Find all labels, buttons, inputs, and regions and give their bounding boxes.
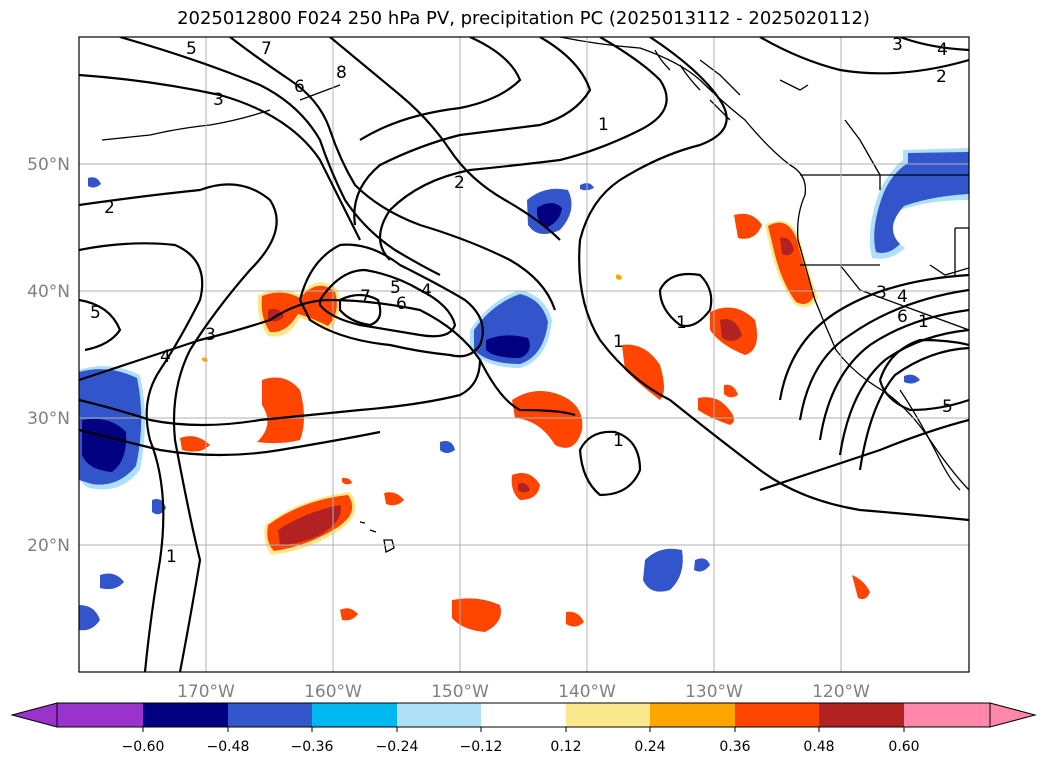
colorbar-tick-label: −0.60 bbox=[122, 739, 165, 755]
contour-label: 7 bbox=[360, 287, 371, 307]
contour-label: 1 bbox=[613, 332, 624, 352]
contour-label: 4 bbox=[937, 40, 948, 60]
contour-label: 1 bbox=[918, 312, 929, 332]
colorbar-tick-label: 0.36 bbox=[719, 739, 750, 755]
contour-label: 3 bbox=[876, 283, 887, 303]
longitude-labels: 170°W 160°W 150°W 140°W 130°W 120°W bbox=[177, 682, 870, 702]
lon-tick-label: 170°W bbox=[177, 682, 235, 702]
colorbar-tick-label: 0.48 bbox=[803, 739, 834, 755]
contour-label: 8 bbox=[336, 63, 347, 83]
lon-tick-label: 120°W bbox=[812, 682, 870, 702]
contour-label: 5 bbox=[186, 39, 197, 59]
lat-tick-label: 20°N bbox=[27, 536, 70, 556]
contour-label: 6 bbox=[294, 77, 305, 97]
colorbar-bin bbox=[57, 703, 143, 727]
contour-label: 6 bbox=[396, 294, 407, 314]
contour-label: 4 bbox=[897, 287, 908, 307]
contour-label: 7 bbox=[261, 39, 272, 59]
colorbar-bin bbox=[397, 703, 481, 727]
contour-label: 5 bbox=[90, 303, 101, 323]
contour-label: 1 bbox=[166, 547, 177, 567]
lon-tick-label: 160°W bbox=[304, 682, 362, 702]
colorbar-tick-label: 0.60 bbox=[888, 739, 919, 755]
contour-label: 4 bbox=[421, 281, 432, 301]
lat-tick-label: 40°N bbox=[27, 282, 70, 302]
colorbar-bin bbox=[819, 703, 904, 727]
map-title: 2025012800 F024 250 hPa PV, precipitatio… bbox=[177, 8, 870, 29]
contour-label: 5 bbox=[942, 397, 953, 417]
colorbar-bin bbox=[481, 703, 566, 727]
colorbar-tick-label: −0.48 bbox=[207, 739, 250, 755]
colorbar-extend-high bbox=[989, 702, 1037, 728]
colorbar: −0.60 −0.48 −0.36 −0.24 −0.12 0.12 0.24 … bbox=[10, 702, 1037, 755]
lon-tick-label: 130°W bbox=[685, 682, 743, 702]
colorbar-tick-label: −0.12 bbox=[460, 739, 503, 755]
colorbar-tick-label: −0.36 bbox=[291, 739, 334, 755]
colorbar-bin bbox=[566, 703, 650, 727]
contour-label: 3 bbox=[213, 90, 224, 110]
contour-label: 6 bbox=[897, 307, 908, 327]
lat-tick-label: 30°N bbox=[27, 409, 70, 429]
pv-contours bbox=[79, 37, 969, 672]
gridlines bbox=[79, 37, 969, 672]
colorbar-tick-label: 0.24 bbox=[634, 739, 665, 755]
land-outlines bbox=[101, 37, 969, 553]
contour-label: 5 bbox=[390, 278, 401, 298]
contour-label: 3 bbox=[892, 35, 903, 55]
contour-label: 1 bbox=[613, 431, 624, 451]
contour-label: 4 bbox=[160, 347, 171, 367]
contour-label: 2 bbox=[104, 198, 115, 218]
colorbar-bin bbox=[735, 703, 819, 727]
lon-tick-label: 140°W bbox=[558, 682, 616, 702]
colorbar-bin bbox=[312, 703, 397, 727]
lat-tick-label: 50°N bbox=[27, 155, 70, 175]
colorbar-extend-low bbox=[10, 702, 58, 728]
colorbar-tick-label: −0.24 bbox=[376, 739, 419, 755]
contour-label: 2 bbox=[454, 173, 465, 193]
colorbar-bin bbox=[228, 703, 312, 727]
colorbar-bin bbox=[143, 703, 228, 727]
precipitation-shading bbox=[79, 148, 969, 632]
contour-label: 1 bbox=[676, 313, 687, 333]
colorbar-bin bbox=[904, 703, 990, 727]
colorbar-bin bbox=[650, 703, 735, 727]
contour-label: 2 bbox=[936, 67, 947, 87]
lon-tick-label: 150°W bbox=[431, 682, 489, 702]
pv-contour-labels: 5 7 8 6 3 2 1 2 5 4 3 5 4 6 7 1 1 1 1 3 … bbox=[90, 35, 953, 567]
map-frame bbox=[78, 36, 970, 673]
latitude-labels: 20°N 30°N 40°N 50°N bbox=[27, 155, 70, 556]
contour-label: 1 bbox=[598, 115, 609, 135]
colorbar-tick-label: 0.12 bbox=[550, 739, 581, 755]
contour-label: 3 bbox=[205, 325, 216, 345]
